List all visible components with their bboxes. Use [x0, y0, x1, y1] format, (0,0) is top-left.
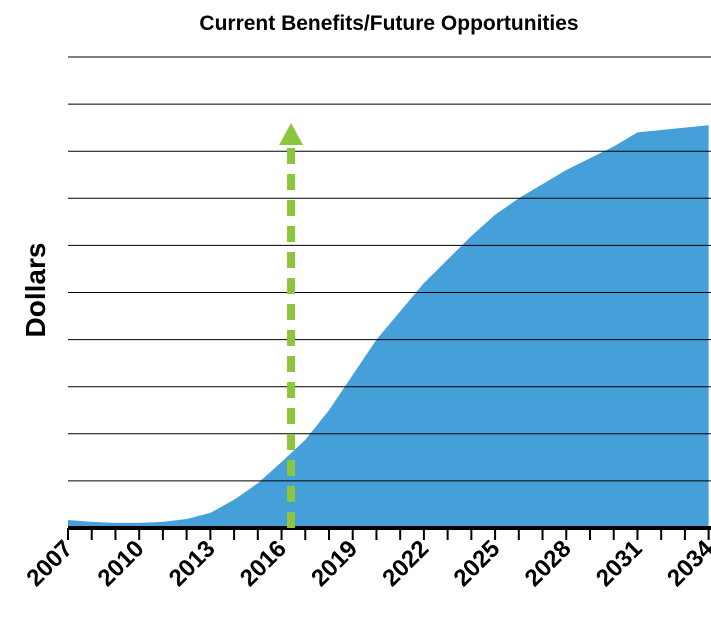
- x-tick-label: 2034: [662, 535, 711, 592]
- x-tick-label: 2010: [93, 535, 150, 592]
- arrow-head: [279, 122, 304, 145]
- x-tick-label: 2028: [520, 535, 577, 592]
- x-tick-label: 2013: [164, 535, 221, 592]
- x-tick-label: 2031: [591, 535, 648, 592]
- x-tick-label: 2019: [306, 535, 363, 592]
- y-axis-label: Dollars: [20, 243, 51, 338]
- x-tick-label: 2022: [377, 535, 434, 592]
- x-tick-label: 2025: [448, 535, 505, 592]
- chart-title: Current Benefits/Future Opportunities: [199, 12, 578, 35]
- x-tick-label: 2007: [21, 535, 78, 592]
- x-tick-label: 2016: [235, 535, 292, 592]
- area: [68, 125, 709, 529]
